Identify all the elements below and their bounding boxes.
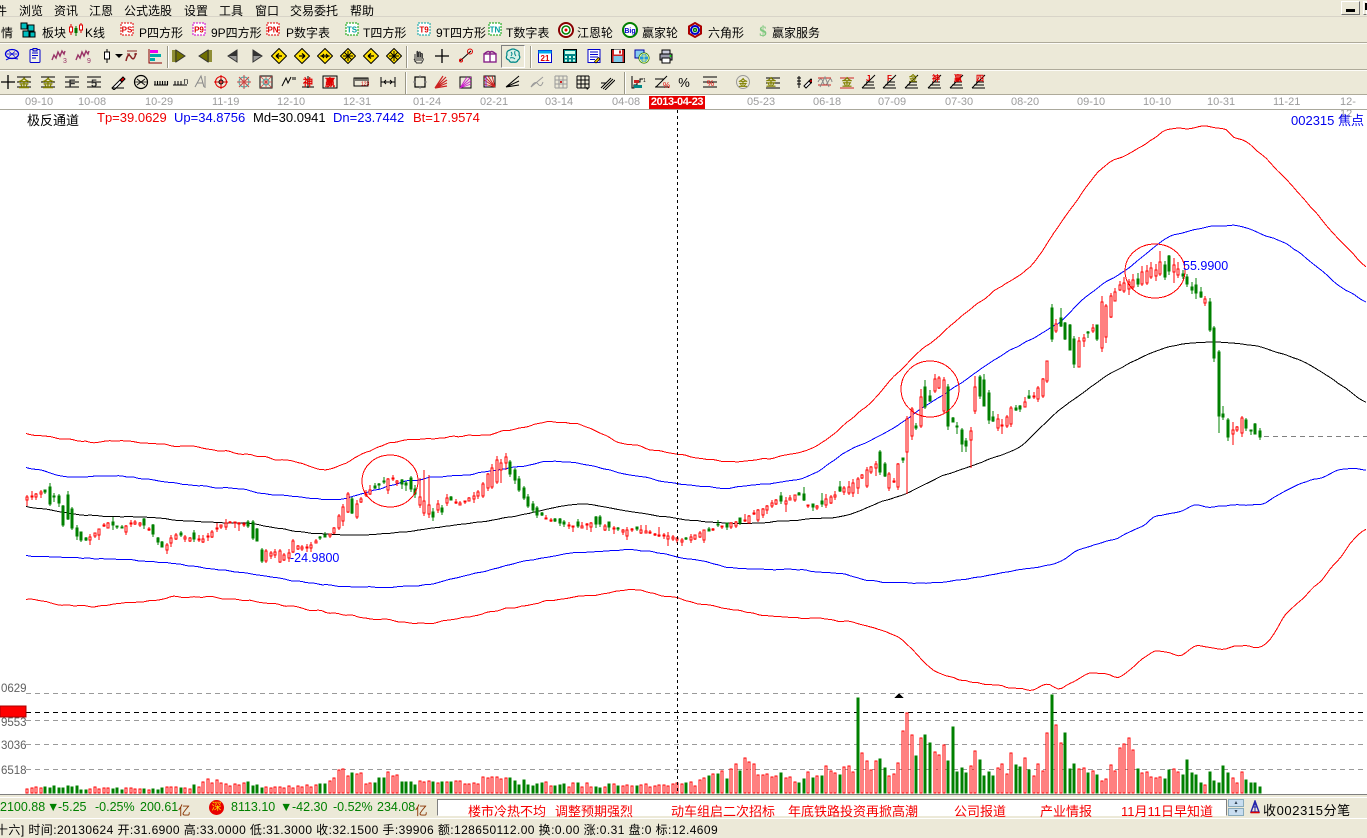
svg-text:3036: 3036 — [1, 740, 27, 752]
svg-text:-24.9800: -24.9800 — [290, 551, 339, 565]
svg-text:F: F — [887, 74, 892, 83]
svg-text:0629: 0629 — [1, 683, 27, 695]
svg-text:n²: n² — [184, 76, 189, 86]
svg-text:PN: PN — [267, 26, 278, 35]
svg-text:金: 金 — [908, 74, 918, 83]
svg-text:$: $ — [759, 24, 767, 38]
svg-text:9: 9 — [87, 58, 91, 64]
svg-text:9553: 9553 — [1, 717, 27, 729]
svg-text:21: 21 — [541, 54, 550, 63]
svg-text:赢: 赢 — [325, 76, 335, 89]
svg-text:金: 金 — [841, 76, 853, 89]
svg-text:金: 金 — [18, 76, 31, 90]
svg-text:金: 金 — [737, 77, 748, 88]
svg-text:123: 123 — [643, 78, 646, 84]
svg-text:TN: TN — [490, 26, 501, 35]
svg-text:%: % — [678, 75, 690, 90]
svg-text:55.9900: 55.9900 — [1183, 259, 1228, 273]
svg-text:金: 金 — [765, 76, 777, 89]
svg-text:F: F — [69, 78, 76, 90]
svg-text:赢: 赢 — [954, 74, 962, 83]
svg-text:6518: 6518 — [1, 765, 27, 777]
svg-text:123: 123 — [361, 82, 369, 88]
svg-text:3: 3 — [63, 58, 67, 64]
svg-text:%: % — [663, 81, 670, 90]
svg-text:神: 神 — [932, 74, 940, 83]
svg-text:金: 金 — [42, 76, 55, 90]
svg-text:四: 四 — [976, 74, 984, 83]
svg-text:P9: P9 — [194, 26, 204, 35]
svg-text:神: 神 — [303, 76, 313, 89]
svg-text:T9: T9 — [419, 26, 429, 35]
svg-text:J: J — [866, 74, 870, 83]
svg-text:5: 5 — [91, 78, 97, 90]
svg-text:PS: PS — [122, 26, 133, 35]
svg-text:%: % — [707, 79, 714, 88]
svg-text:Big: Big — [624, 28, 635, 35]
svg-text:TS: TS — [347, 26, 358, 35]
